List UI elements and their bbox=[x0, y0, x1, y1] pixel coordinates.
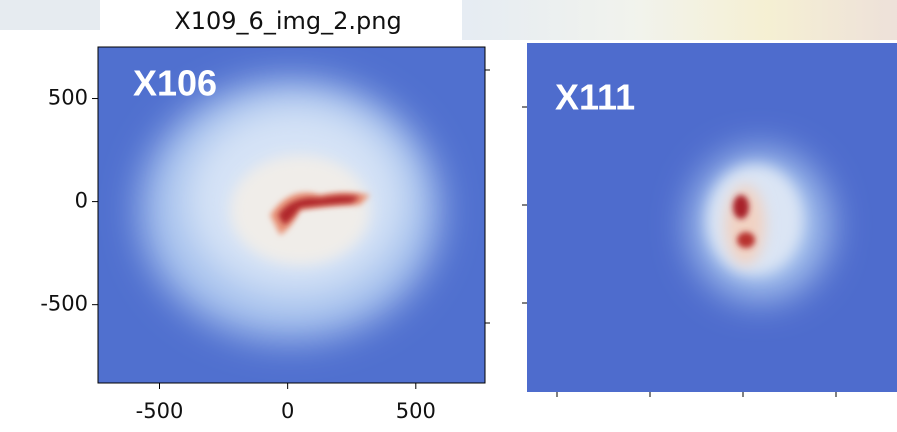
y-tick-label: -500 bbox=[40, 292, 88, 316]
heatmap bbox=[98, 47, 485, 383]
background-strip bbox=[462, 0, 897, 40]
axes-frame bbox=[97, 46, 486, 384]
axis-ticks bbox=[485, 69, 837, 397]
y-tick-label: 0 bbox=[75, 189, 88, 213]
chart-title: X109_6_img_2.png bbox=[174, 7, 401, 35]
background-patch bbox=[0, 0, 100, 30]
heatmap bbox=[527, 43, 897, 392]
panel-label: X106 bbox=[133, 63, 217, 104]
y-tick-label: 500 bbox=[48, 86, 88, 110]
panel-label: X111 bbox=[555, 77, 635, 118]
x-tick-label: 500 bbox=[396, 399, 436, 423]
x-tick-label: -500 bbox=[136, 399, 184, 423]
x-tick-label: 0 bbox=[281, 399, 294, 423]
